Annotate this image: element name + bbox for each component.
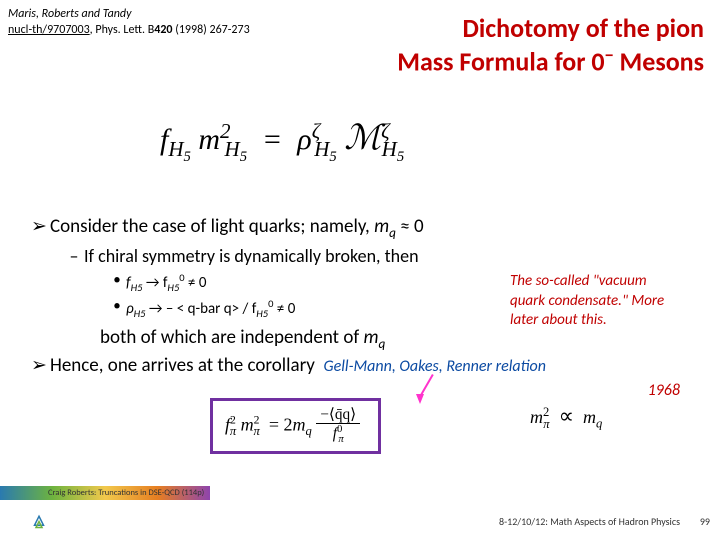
citation-link[interactable]: nucl-th/9707003 bbox=[8, 23, 90, 37]
bullet-arrow-icon: ➢ bbox=[28, 354, 50, 377]
citation-rest: , Phys. Lett. B bbox=[90, 23, 155, 37]
consider-post: ≈ 0 bbox=[396, 215, 424, 238]
dot2-post: ≠ 0 bbox=[273, 300, 295, 318]
dot-rho-text: ρH5 → – < q-bar q> / fH50 ≠ 0 bbox=[126, 297, 295, 320]
fr-m2sub: q bbox=[596, 417, 602, 431]
title-line2: Mass Formula for 0− Mesons bbox=[397, 44, 704, 78]
fb-fraction: −⟨q̄q⟩ f0π bbox=[316, 407, 360, 445]
citation-authors: Maris, Roberts and Tandy bbox=[8, 6, 250, 22]
dot1-sub1: H5 bbox=[131, 281, 143, 294]
bullet-consider: ➢ Consider the case of light quarks; nam… bbox=[28, 215, 710, 241]
center-formula: fH5 m2H5 = ρζH5 ℳζH5 bbox=[160, 118, 404, 166]
fb-rhsmsub: q bbox=[305, 424, 311, 438]
both-pre: both of which are independent of bbox=[100, 326, 363, 349]
fb-eq: = 2 bbox=[269, 414, 293, 434]
fb-fsub: π bbox=[230, 424, 236, 438]
citation: Maris, Roberts and Tandy nucl-th/9707003… bbox=[8, 6, 250, 38]
citation-ref: nucl-th/9707003, Phys. Lett. B420 (1998)… bbox=[8, 22, 250, 38]
both-sub: q bbox=[378, 335, 385, 352]
bullet-arrow-icon: ➢ bbox=[28, 215, 50, 238]
vacuum-line2: quark condensate." More bbox=[510, 292, 664, 312]
sub-bullet-text: If chiral symmetry is dynamically broken… bbox=[84, 245, 419, 267]
dot2-sub1: H5 bbox=[134, 307, 146, 320]
citation-tail: (1998) 267-273 bbox=[172, 23, 249, 37]
propto-formula: m2π ∝ mq bbox=[530, 404, 602, 432]
argonne-logo-icon bbox=[30, 514, 48, 532]
consider-sub: q bbox=[389, 224, 396, 241]
fb-rhsm: m bbox=[292, 414, 305, 434]
page-number: 99 bbox=[700, 515, 710, 528]
dash-icon: – bbox=[64, 245, 84, 267]
bullet-hence-row: Hence, one arrives at the corollary Gell… bbox=[50, 354, 546, 377]
dot1-post: ≠ 0 bbox=[185, 274, 207, 292]
fr-msub: π bbox=[543, 417, 549, 431]
attribution-lecture: Craig Roberts: Truncations in DSE-QCD (1… bbox=[48, 488, 204, 498]
title-line2-pre: Mass Formula for 0 bbox=[397, 46, 604, 78]
footer-event: 8-12/10/12: Math Aspects of Hadron Physi… bbox=[499, 515, 680, 528]
fb-num: −⟨q̄q⟩ bbox=[316, 407, 360, 424]
citation-volume: 420 bbox=[154, 23, 172, 37]
vacuum-line1: The so-called "vacuum bbox=[510, 272, 664, 292]
gmor-formula-box: f2π m2π = 2mq −⟨q̄q⟩ f0π bbox=[210, 398, 381, 454]
hence-text: Hence, one arrives at the corollary bbox=[50, 354, 315, 377]
fr-m: m bbox=[530, 407, 543, 427]
bullet-consider-text: Consider the case of light quarks; namel… bbox=[50, 215, 424, 241]
consider-pre: Consider the case of light quarks; namel… bbox=[50, 215, 374, 238]
both-var: m bbox=[363, 326, 378, 349]
gmor-link-text[interactable]: Gell-Mann, Oakes, Renner relation bbox=[323, 357, 545, 376]
gmor-year: 1968 bbox=[28, 381, 710, 400]
dot2-sub2: H5 bbox=[256, 307, 268, 320]
title-sup: − bbox=[605, 44, 614, 66]
fr-propto: ∝ bbox=[559, 404, 574, 428]
dot-icon: • bbox=[108, 271, 126, 289]
dot1-mid: → f bbox=[142, 274, 167, 292]
vacuum-note: The so-called "vacuum quark condensate."… bbox=[510, 272, 664, 331]
gmor-relation: Gell-Mann, Oakes, Renner relation bbox=[323, 357, 545, 376]
dot-icon: • bbox=[108, 297, 126, 315]
vacuum-line3: later about this. bbox=[510, 311, 664, 331]
dot2-pre: ρ bbox=[126, 300, 134, 318]
fr-m2: m bbox=[583, 407, 596, 427]
fb-den: f0π bbox=[316, 424, 360, 445]
callout-arrow-icon bbox=[416, 394, 424, 404]
consider-var: m bbox=[374, 215, 389, 238]
fb-den-sub: π bbox=[338, 433, 343, 445]
title-line2-post: Mesons bbox=[614, 46, 704, 78]
fb-m: m bbox=[241, 414, 254, 434]
bullet-hence: ➢ Hence, one arrives at the corollary Ge… bbox=[28, 354, 710, 377]
title-line1: Dichotomy of the pion bbox=[397, 12, 704, 44]
dot2-mid: → – < q-bar q> / f bbox=[146, 300, 257, 318]
sub-bullet-chiral: – If chiral symmetry is dynamically brok… bbox=[64, 245, 710, 267]
page-title: Dichotomy of the pion Mass Formula for 0… bbox=[397, 12, 704, 78]
dot-f-text: fH5 → fH50 ≠ 0 bbox=[126, 271, 206, 294]
dot1-sub2: H5 bbox=[167, 281, 179, 294]
fb-msub: π bbox=[254, 424, 260, 438]
